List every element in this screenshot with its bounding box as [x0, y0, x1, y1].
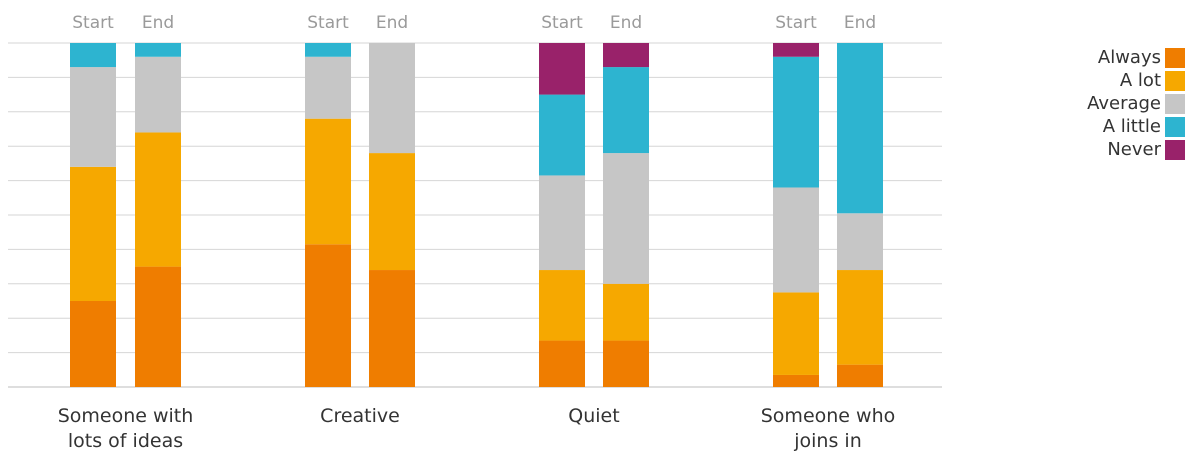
bar-segment	[837, 213, 883, 271]
bar-segment	[837, 43, 883, 214]
bar-segment	[603, 43, 649, 68]
bar-segment	[70, 67, 116, 167]
bar-segment	[773, 374, 819, 387]
category-label: Someone who	[761, 405, 895, 427]
legend-label: Always	[1097, 47, 1161, 68]
category-label: Creative	[320, 405, 400, 427]
bar-segment	[603, 153, 649, 284]
bar-segment	[135, 43, 181, 57]
legend-label: Average	[1087, 93, 1161, 114]
legend-item: Never	[1055, 138, 1185, 161]
bar-segment	[539, 43, 585, 95]
legend-item: A little	[1055, 115, 1185, 138]
bar-segment	[135, 132, 181, 267]
bar-label: End	[376, 13, 408, 33]
bar-label: End	[844, 13, 876, 33]
bar-segment	[603, 283, 649, 341]
bar-label: End	[610, 13, 642, 33]
bar-segment	[837, 364, 883, 387]
category-label: lots of ideas	[68, 430, 183, 452]
bar-segment	[305, 43, 351, 57]
legend-swatch	[1165, 139, 1185, 160]
legend-item: A lot	[1055, 69, 1185, 92]
legend-swatch	[1165, 70, 1185, 91]
category-label: joins in	[793, 430, 861, 452]
bar-segment	[539, 175, 585, 271]
bar-segment	[369, 43, 415, 154]
bar-segment	[603, 340, 649, 387]
category-label: Someone with	[58, 405, 194, 427]
bar-segment	[305, 244, 351, 387]
legend-item: Always	[1055, 46, 1185, 69]
legend-label: Never	[1107, 139, 1161, 160]
bar-segment	[305, 56, 351, 119]
bar-label: Start	[541, 13, 583, 33]
legend-label: A little	[1102, 116, 1161, 137]
legend-label: A lot	[1119, 70, 1161, 91]
bar-segment	[773, 292, 819, 375]
legend-item: Average	[1055, 92, 1185, 115]
bar-segment	[539, 94, 585, 176]
legend: Always A lot Average A little Never	[1055, 46, 1185, 161]
bar-segment	[773, 43, 819, 57]
bar-segment	[539, 270, 585, 341]
category-label: Quiet	[568, 405, 619, 427]
bar-label: End	[142, 13, 174, 33]
bar-label: Start	[72, 13, 114, 33]
bar-segment	[305, 118, 351, 245]
bar-segment	[70, 301, 116, 387]
bar-segment	[369, 270, 415, 387]
legend-swatch	[1165, 116, 1185, 137]
legend-swatch	[1165, 93, 1185, 114]
bar-segment	[539, 340, 585, 387]
bar-segment	[603, 67, 649, 154]
bar-segment	[70, 166, 116, 301]
bar-segment	[135, 266, 181, 387]
bar-label: Start	[307, 13, 349, 33]
bar-segment	[837, 270, 883, 365]
bar-segment	[70, 43, 116, 68]
bar-segment	[135, 56, 181, 133]
bar-label: Start	[775, 13, 817, 33]
bar-segment	[773, 56, 819, 188]
legend-swatch	[1165, 47, 1185, 68]
bar-segment	[369, 153, 415, 271]
bar-segment	[773, 187, 819, 293]
